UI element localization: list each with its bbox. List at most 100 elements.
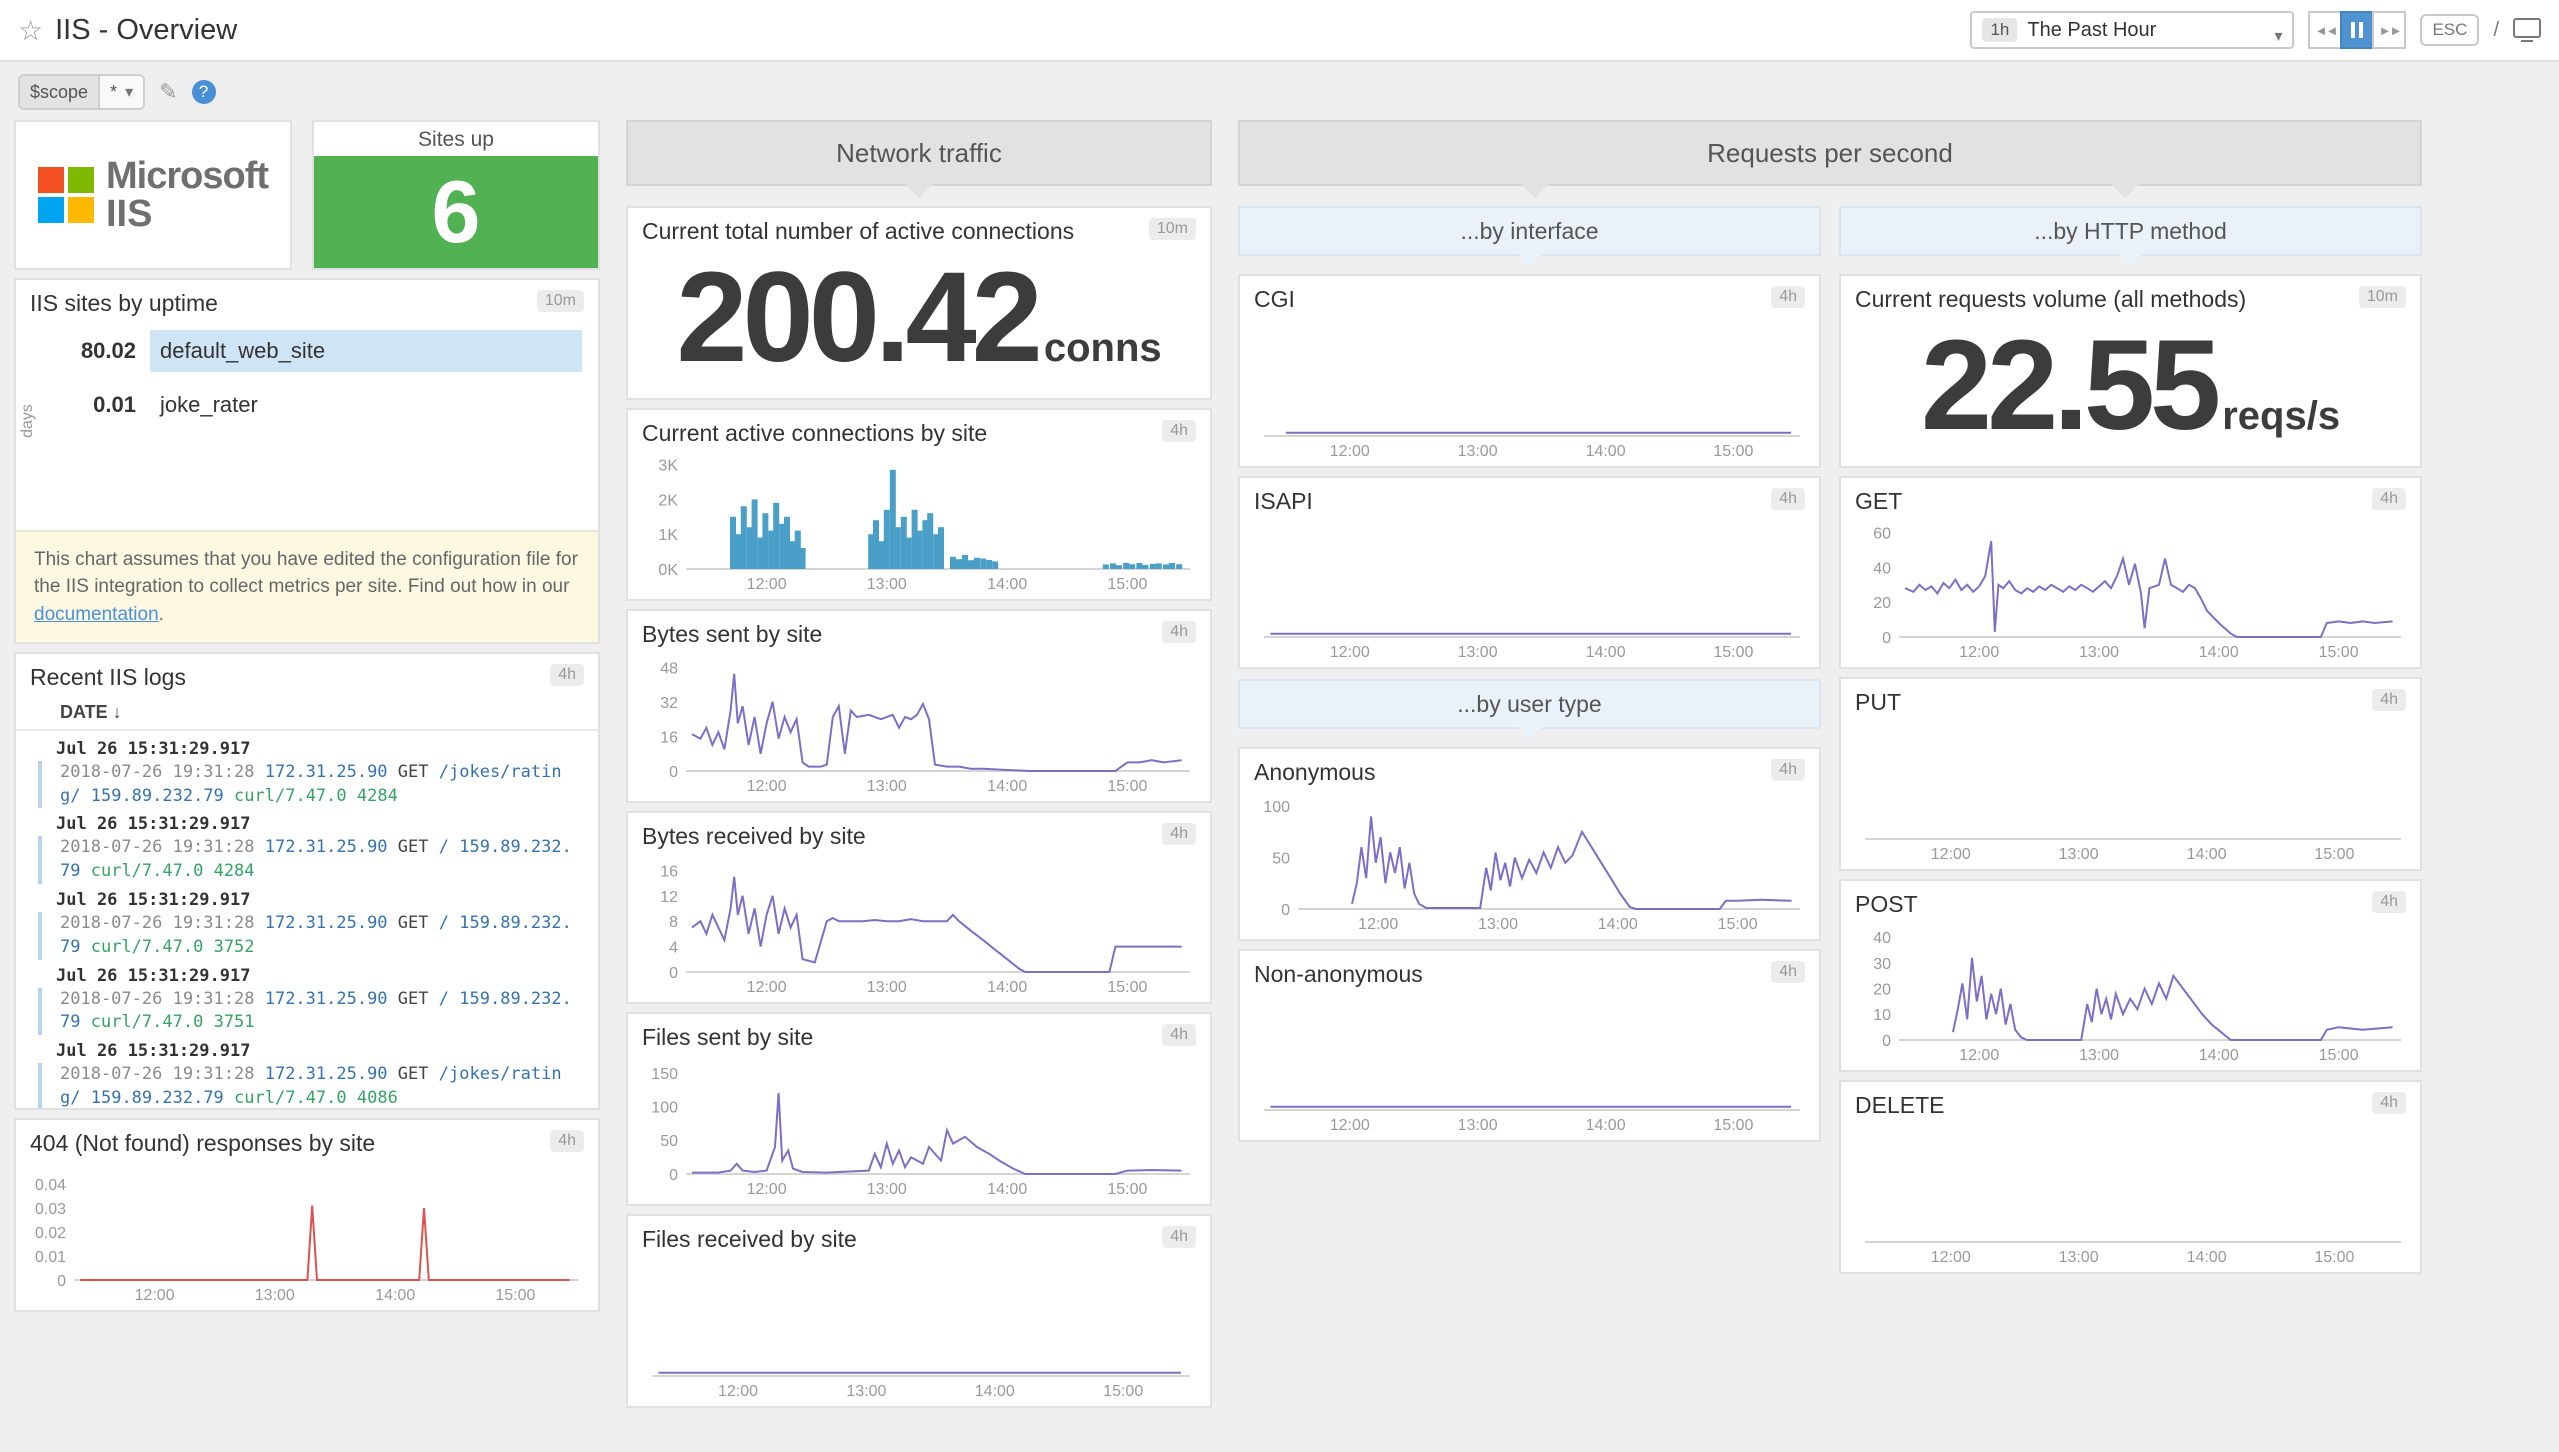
svg-text:12:00: 12:00 (1330, 644, 1370, 661)
svg-text:50: 50 (1272, 850, 1290, 867)
svg-text:0: 0 (57, 1273, 66, 1290)
time-range-label: The Past Hour (2027, 18, 2157, 41)
svg-text:12:00: 12:00 (1330, 443, 1370, 460)
non-anonymous-chart[interactable]: 12:00 13:00 14:00 15:00 (1244, 992, 1815, 1136)
timeframe-badge: 4h (550, 664, 584, 687)
forward-button[interactable]: ►► (2372, 11, 2407, 49)
timeframe-badge: 10m (536, 290, 584, 312)
timeframe-badge: 4h (1162, 822, 1196, 845)
svg-text:20: 20 (1873, 595, 1891, 612)
svg-text:20: 20 (1873, 982, 1891, 999)
anonymous-chart[interactable]: 0 50 100 12:00 13:00 14:00 15:00 (1244, 791, 1815, 935)
isapi-widget: ISAPI 4h 12:00 13:00 14:00 15:00 (1238, 475, 1821, 670)
sites-up-value: 6 (431, 162, 481, 261)
widget-title: Non-anonymous (1254, 960, 1423, 987)
sites-up-value-area[interactable]: 6 (314, 156, 598, 268)
query-value[interactable]: 22.55 reqs/s (1841, 318, 2420, 466)
query-value[interactable]: 200.42 conns (628, 250, 1210, 398)
delete-chart[interactable]: 12:00 13:00 14:00 15:00 (1845, 1124, 2416, 1268)
time-range-select[interactable]: 1h The Past Hour (1970, 11, 2295, 49)
cgi-chart[interactable]: 12:00 13:00 14:00 15:00 (1244, 318, 1815, 462)
topbar-controls: 1h The Past Hour ◄◄ ►► ESC / (1970, 11, 2541, 49)
put-chart[interactable]: 12:00 13:00 14:00 15:00 (1845, 721, 2416, 865)
svg-text:13:00: 13:00 (867, 1181, 907, 1198)
timeframe-badge: 4h (2372, 890, 2406, 913)
log-entry[interactable]: Jul 26 15:31:29.917 2018-07-26 19:31:28 1… (32, 962, 582, 1036)
timeframe-badge: 4h (1162, 419, 1196, 442)
svg-text:40: 40 (1873, 561, 1891, 578)
svg-text:13:00: 13:00 (1458, 443, 1498, 460)
post-chart[interactable]: 0 10 20 30 40 12:00 13:00 14:00 15:00 (1845, 922, 2416, 1066)
svg-text:0: 0 (669, 1167, 678, 1184)
svg-text:10: 10 (1873, 1008, 1891, 1025)
log-message: 2018-07-26 19:31:28 172.31.25.90 GET / 1… (38, 987, 582, 1036)
svg-text:14:00: 14:00 (987, 979, 1027, 996)
timeframe-badge: 10m (2358, 286, 2406, 308)
svg-text:13:00: 13:00 (255, 1287, 295, 1304)
toplist-value: 0.01 (93, 391, 136, 417)
log-entry[interactable]: Jul 26 15:31:29.917 2018-07-26 19:31:28 1… (32, 886, 582, 960)
svg-text:0: 0 (669, 764, 678, 781)
slash-shortcut: / (2493, 18, 2499, 41)
svg-text:32: 32 (660, 695, 678, 712)
widget-title: Current active connections by site (642, 419, 988, 446)
svg-text:15:00: 15:00 (1713, 443, 1753, 460)
svg-text:13:00: 13:00 (846, 1383, 886, 1400)
log-entry[interactable]: Jul 26 15:31:29.917 2018-07-26 19:31:28 1… (32, 735, 582, 809)
timeframe-badge: 4h (1771, 487, 1805, 510)
widget-title: IIS sites by uptime (30, 290, 218, 316)
widget-title: Files received by site (642, 1225, 857, 1252)
log-date-column-header[interactable]: DATE ↓ (16, 696, 598, 731)
pause-button[interactable] (2340, 11, 2375, 49)
svg-text:15:00: 15:00 (1107, 576, 1147, 593)
edit-pencil-icon[interactable] (159, 79, 177, 105)
widget-title: PUT (1855, 689, 1901, 716)
svg-text:12:00: 12:00 (747, 1181, 787, 1198)
svg-text:0.03: 0.03 (35, 1201, 66, 1218)
svg-text:15:00: 15:00 (2314, 846, 2354, 863)
get-chart[interactable]: 0 20 40 60 12:00 13:00 14:00 15:00 (1845, 519, 2416, 663)
svg-text:15:00: 15:00 (2319, 644, 2359, 661)
svg-text:0.02: 0.02 (35, 1225, 66, 1242)
svg-text:13:00: 13:00 (2079, 644, 2119, 661)
scope-variable-select[interactable]: $scope * (18, 74, 146, 110)
svg-text:14:00: 14:00 (2199, 1047, 2239, 1064)
svg-text:2K: 2K (658, 493, 678, 510)
timeframe-badge: 4h (2372, 487, 2406, 510)
widget-title: Recent IIS logs (30, 664, 186, 691)
responses-404-chart[interactable]: 0 0.01 0.02 0.03 0.04 12:00 13:00 14:00 15:00 (20, 1162, 594, 1306)
pause-icon (2351, 22, 2364, 38)
anonymous-widget: Anonymous 4h 0 50 100 12:00 13:00 14:00 15:00 (1238, 747, 1821, 941)
help-icon[interactable]: ? (191, 80, 216, 104)
active-connections-chart[interactable]: 0K 1K 2K 3K 12:00 13:00 14:00 15:00 (632, 451, 1206, 595)
group-header-network-traffic: Network traffic (626, 120, 1212, 198)
esc-button[interactable]: ESC (2420, 14, 2480, 46)
log-entry[interactable]: Jul 26 15:31:29.917 2018-07-26 19:31:28 1… (32, 1037, 582, 1109)
log-entry[interactable]: Jul 26 15:31:29.917 2018-07-26 19:31:28 1… (32, 810, 582, 885)
timeframe-badge: 4h (2372, 1092, 2406, 1115)
svg-text:13:00: 13:00 (1478, 916, 1518, 933)
isapi-chart[interactable]: 12:00 13:00 14:00 15:00 (1244, 519, 1815, 663)
microsoft-squares-icon (38, 167, 94, 223)
svg-text:15:00: 15:00 (1718, 916, 1758, 933)
toplist-row[interactable]: 80.02 default_web_site (56, 329, 582, 372)
toplist-row[interactable]: 0.01 joke_rater (56, 384, 582, 426)
svg-text:8: 8 (669, 915, 678, 932)
requests-volume-value-widget: Current requests volume (all methods) 10… (1839, 274, 2422, 468)
files-received-chart[interactable]: 12:00 13:00 14:00 15:00 (632, 1258, 1206, 1402)
widget-title: CGI (1254, 286, 1295, 312)
bytes-received-chart[interactable]: 0 4 8 12 16 12:00 13:00 14:00 15:00 (632, 854, 1206, 998)
svg-text:12:00: 12:00 (1358, 916, 1398, 933)
svg-text:14:00: 14:00 (1586, 443, 1626, 460)
widget-title: Bytes sent by site (642, 621, 823, 648)
svg-text:0.04: 0.04 (35, 1177, 66, 1194)
bytes-sent-chart[interactable]: 0 16 32 48 12:00 13:00 14:00 15:00 (632, 653, 1206, 797)
sites-up-widget: Sites up 6 (312, 120, 600, 270)
star-icon[interactable] (18, 14, 43, 47)
rewind-button[interactable]: ◄◄ (2308, 11, 2343, 49)
svg-text:14:00: 14:00 (1598, 916, 1638, 933)
uptime-toplist: days 80.02 default_web_site 0.01 joke_rater (16, 322, 598, 530)
fullscreen-tv-icon[interactable] (2513, 18, 2541, 42)
files-sent-chart[interactable]: 0 50 100 150 12:00 13:00 14:00 15:00 (632, 1056, 1206, 1200)
documentation-link[interactable]: documentation (34, 603, 159, 625)
